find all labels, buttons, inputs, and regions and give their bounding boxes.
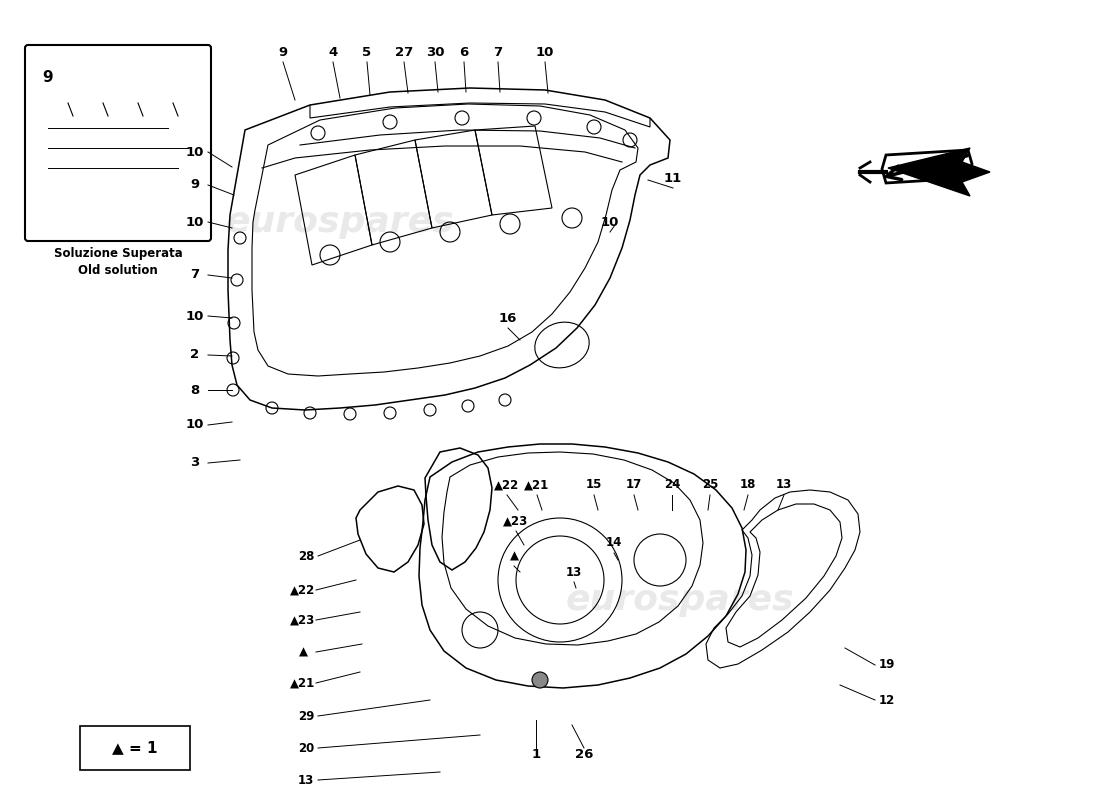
- Text: 17: 17: [626, 478, 642, 491]
- Text: ▲21: ▲21: [290, 677, 316, 690]
- Circle shape: [532, 672, 548, 688]
- Text: 1: 1: [531, 749, 540, 762]
- Text: 30: 30: [426, 46, 444, 58]
- Text: 10: 10: [186, 215, 205, 229]
- Bar: [80, 726, 190, 770]
- Text: 4: 4: [329, 46, 338, 58]
- Text: 9: 9: [278, 46, 287, 58]
- Text: 13: 13: [776, 478, 792, 491]
- Text: 28: 28: [298, 550, 315, 562]
- Text: 14: 14: [606, 537, 623, 550]
- Text: 7: 7: [190, 269, 199, 282]
- Text: ▲22: ▲22: [290, 583, 316, 597]
- Text: ▲23: ▲23: [290, 614, 316, 626]
- Text: 10: 10: [601, 215, 619, 229]
- Text: ▲23: ▲23: [504, 514, 529, 527]
- Text: 5: 5: [362, 46, 372, 58]
- Text: 12: 12: [879, 694, 895, 706]
- Text: eurospares: eurospares: [226, 205, 454, 239]
- Text: 6: 6: [460, 46, 469, 58]
- Text: 11: 11: [664, 171, 682, 185]
- Text: eurospares: eurospares: [565, 583, 794, 617]
- Text: 9: 9: [43, 70, 53, 86]
- Polygon shape: [888, 148, 990, 196]
- Text: 7: 7: [494, 46, 503, 58]
- Text: 25: 25: [702, 478, 718, 491]
- Text: 10: 10: [186, 418, 205, 431]
- Text: 10: 10: [186, 146, 205, 158]
- Text: 10: 10: [536, 46, 554, 58]
- Text: 15: 15: [586, 478, 602, 491]
- Text: ▲: ▲: [509, 550, 518, 562]
- Text: 8: 8: [190, 383, 199, 397]
- Text: 26: 26: [575, 749, 593, 762]
- Text: Old solution: Old solution: [78, 263, 158, 277]
- Text: 19: 19: [879, 658, 895, 671]
- Text: 27: 27: [395, 46, 414, 58]
- Text: 13: 13: [565, 566, 582, 578]
- Text: 18: 18: [740, 478, 756, 491]
- Text: ▲22: ▲22: [494, 478, 519, 491]
- Text: ▲: ▲: [298, 646, 308, 658]
- Text: 29: 29: [298, 710, 315, 722]
- Text: 10: 10: [186, 310, 205, 322]
- Text: ▲21: ▲21: [525, 478, 550, 491]
- Text: Soluzione Superata: Soluzione Superata: [54, 247, 183, 261]
- Text: 3: 3: [190, 457, 199, 470]
- Text: 20: 20: [298, 742, 315, 754]
- Text: 9: 9: [190, 178, 199, 191]
- Text: 24: 24: [663, 478, 680, 491]
- Text: 16: 16: [498, 311, 517, 325]
- Text: 13: 13: [298, 774, 315, 786]
- Text: ▲ = 1: ▲ = 1: [112, 741, 157, 755]
- Text: 2: 2: [190, 349, 199, 362]
